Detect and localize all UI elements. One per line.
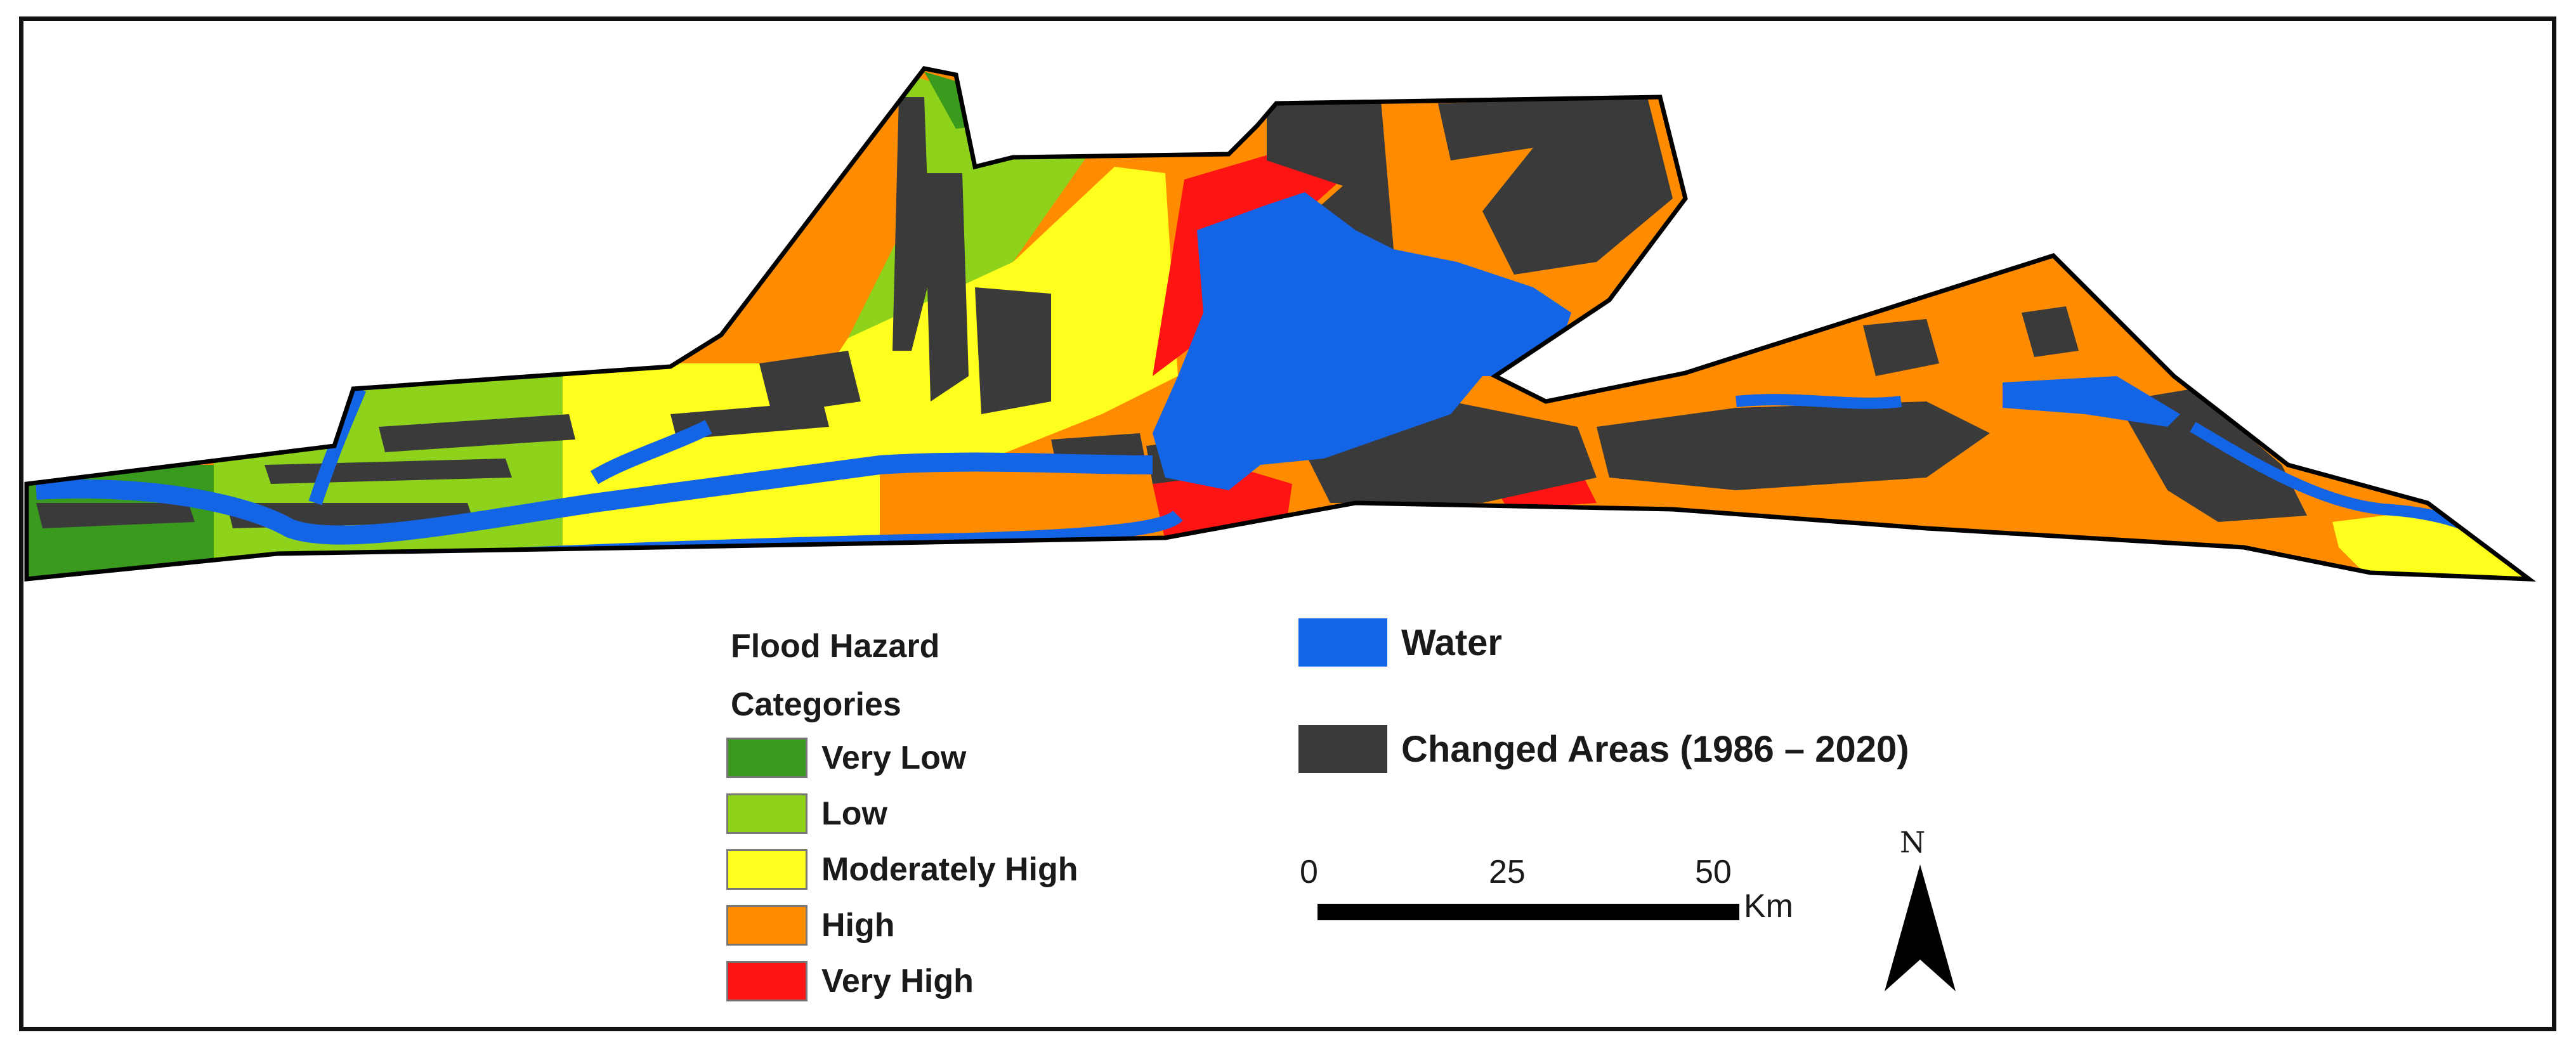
legend-title-line1: Flood Hazard xyxy=(731,628,940,665)
swatch-moderately-high xyxy=(726,849,807,890)
north-arrow-icon xyxy=(1885,864,1956,991)
north-label: N xyxy=(1900,825,1926,859)
legend-label-moderately-high: Moderately High xyxy=(821,851,1078,888)
legend-item-high: High xyxy=(726,905,895,946)
legend-label-water: Water xyxy=(1401,622,1502,663)
legend-item-low: Low xyxy=(726,793,887,834)
legend-label-very-high: Very High xyxy=(821,963,974,1000)
swatch-high xyxy=(726,905,807,946)
swatch-changed-areas xyxy=(1298,725,1387,773)
swatch-very-low xyxy=(726,738,807,778)
east-lagoon xyxy=(2003,376,2180,427)
scale-tick-50: 50 xyxy=(1695,854,1732,890)
swatch-low xyxy=(726,793,807,834)
river-central xyxy=(590,420,712,485)
legend-item-water: Water xyxy=(1298,618,1502,667)
east-channel xyxy=(1736,394,1902,409)
region-outline xyxy=(24,66,2537,582)
scale-tick-0: 0 xyxy=(1300,854,1318,890)
scale-unit: Km xyxy=(1744,888,1793,925)
river-west xyxy=(36,452,1153,545)
legend-item-changed-areas: Changed Areas (1986 – 2020) xyxy=(1298,725,1909,773)
swatch-very-high xyxy=(726,961,807,1001)
moderately-high-zone-east xyxy=(2332,509,2529,579)
legend-item-moderately-high: Moderately High xyxy=(726,849,1078,890)
scale-tick-25: 25 xyxy=(1489,854,1526,890)
legend-label-changed-areas: Changed Areas (1986 – 2020) xyxy=(1401,728,1909,770)
swatch-water xyxy=(1298,618,1387,667)
legend-item-very-low: Very Low xyxy=(726,738,966,778)
flood-hazard-map xyxy=(24,66,2537,582)
river-north-creek xyxy=(308,386,367,505)
legend-title-line2: Categories xyxy=(731,686,901,723)
map-frame: Flood Hazard Categories Very Low Low Mod… xyxy=(19,16,2556,1031)
legend-label-very-low: Very Low xyxy=(821,740,967,776)
legend-label-high: High xyxy=(821,907,895,944)
lagoon xyxy=(1153,192,1571,490)
legend-label-low: Low xyxy=(821,795,887,832)
scale-bar xyxy=(1317,904,1739,920)
water-bodies xyxy=(36,192,2501,579)
legend-item-very-high: Very High xyxy=(726,961,974,1001)
